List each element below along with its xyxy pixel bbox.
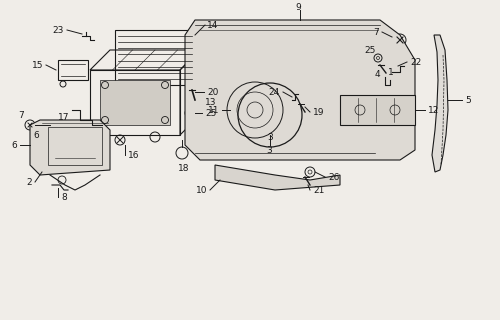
Text: 16: 16 — [128, 150, 140, 159]
Polygon shape — [432, 35, 448, 172]
Text: 6: 6 — [12, 140, 17, 149]
Polygon shape — [215, 165, 340, 190]
Text: 3: 3 — [266, 146, 272, 155]
Text: 20: 20 — [207, 87, 218, 97]
Text: 12: 12 — [428, 106, 440, 115]
Text: 22: 22 — [410, 58, 421, 67]
Text: 5: 5 — [465, 95, 470, 105]
Text: 7: 7 — [18, 110, 24, 119]
Polygon shape — [30, 120, 110, 175]
Text: 25: 25 — [205, 108, 216, 117]
Polygon shape — [340, 95, 415, 125]
Polygon shape — [100, 80, 170, 125]
Polygon shape — [185, 20, 415, 160]
Text: 1: 1 — [388, 68, 394, 76]
Text: 15: 15 — [32, 60, 43, 69]
Text: 25: 25 — [364, 45, 376, 54]
Text: 11: 11 — [208, 106, 219, 115]
Text: 19: 19 — [313, 108, 324, 116]
Text: 23: 23 — [52, 26, 64, 35]
Text: 17: 17 — [58, 113, 70, 122]
Text: 26: 26 — [328, 172, 340, 181]
Text: 8: 8 — [61, 193, 67, 202]
Text: 7: 7 — [373, 28, 379, 36]
Text: 6: 6 — [33, 131, 39, 140]
Text: 18: 18 — [178, 164, 190, 172]
Text: 2: 2 — [26, 178, 32, 187]
Text: 24: 24 — [269, 87, 280, 97]
Text: 9: 9 — [295, 3, 301, 12]
Text: 14: 14 — [207, 20, 218, 29]
Text: 10: 10 — [196, 186, 207, 195]
Text: 13: 13 — [205, 98, 216, 107]
Text: 21: 21 — [313, 186, 324, 195]
Text: 4: 4 — [375, 69, 380, 78]
Text: 3: 3 — [267, 133, 273, 142]
